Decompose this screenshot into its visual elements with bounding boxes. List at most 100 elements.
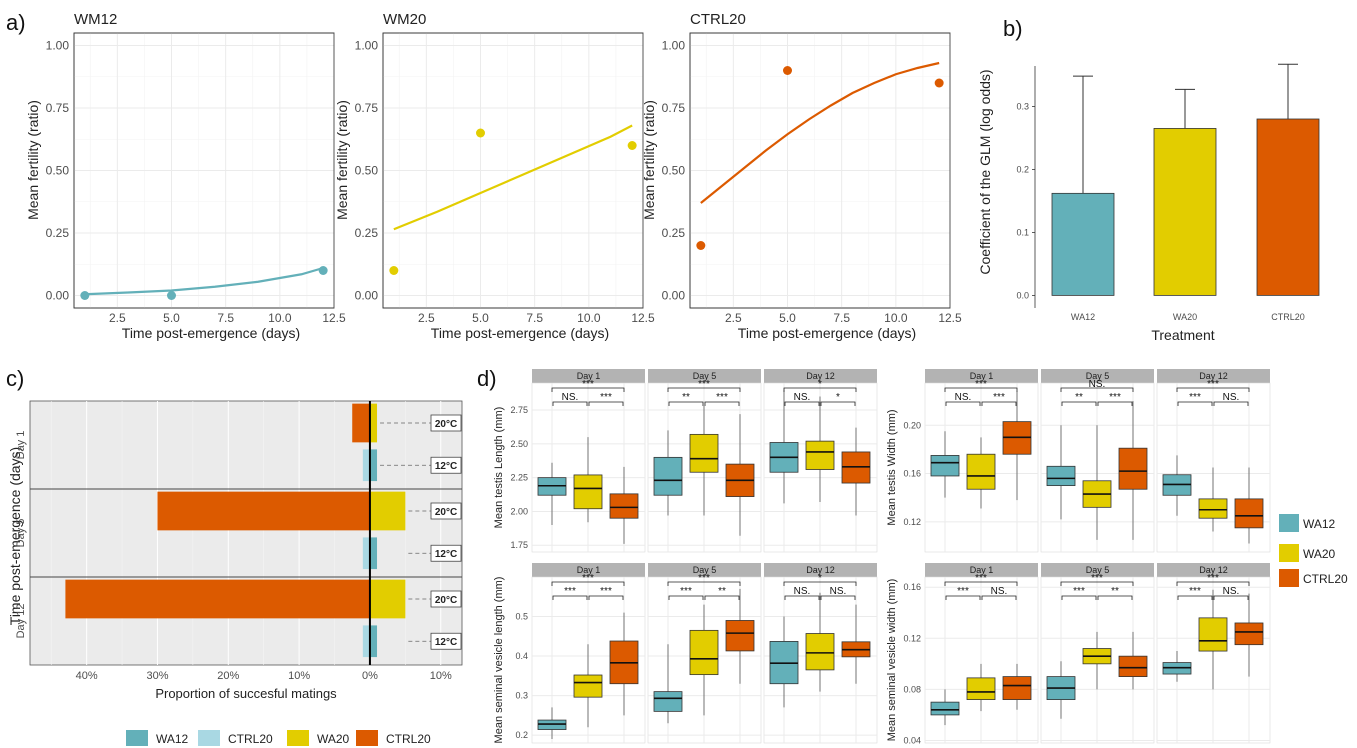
x-tick-label: 10.0 <box>577 311 601 325</box>
box <box>689 433 719 473</box>
y-axis-label: Mean testis Width (mm) <box>886 409 898 525</box>
x-tick-label: 0% <box>362 670 378 682</box>
box <box>1234 622 1264 646</box>
y-axis-label: Mean seminal vesicle width (mm) <box>886 579 898 742</box>
legend-label: CTRL20 <box>228 732 273 746</box>
sig-bracket <box>1097 401 1133 406</box>
temp-label-box <box>430 456 462 474</box>
temp-label: 20°C <box>435 595 457 606</box>
panel-a-letter: a) <box>6 10 26 35</box>
facet-title: Day 12 <box>1199 565 1228 575</box>
panel-c-letter: c) <box>6 366 24 391</box>
legend-label: CTRL20 <box>386 732 431 746</box>
sig-label: NS. <box>562 392 579 403</box>
x-tick-label: 2.5 <box>109 311 126 325</box>
sig-label: ** <box>682 392 690 403</box>
sig-label: ** <box>718 586 726 597</box>
x-tick-label: 12.5 <box>938 311 962 325</box>
facet-title: Day 1 <box>970 565 994 575</box>
bar-ctrl20-light <box>362 537 370 570</box>
y-tick-label: 0.4 <box>515 651 528 661</box>
y-tick-label: 0.12 <box>903 633 921 643</box>
sig-bracket <box>945 401 981 406</box>
y-tick-label: 0.75 <box>662 101 686 115</box>
sig-label: *** <box>582 573 594 584</box>
data-point <box>167 291 176 300</box>
temp-label: 12°C <box>435 549 457 560</box>
facet-strip <box>764 369 877 383</box>
x-tick-label: 10% <box>288 670 310 682</box>
panel-a-title: WM12 <box>74 11 117 28</box>
box <box>805 440 835 470</box>
legend-swatch <box>126 730 148 746</box>
sig-bracket <box>784 401 820 406</box>
box <box>653 456 683 496</box>
x-tick-label: 5.0 <box>779 311 796 325</box>
sig-bracket <box>1061 595 1097 600</box>
panel-a-ctrl20: CTRL20 Mean fertility (ratio) Time post-… <box>641 11 962 341</box>
sig-label: *** <box>716 392 728 403</box>
y-tick-label: 1.75 <box>510 540 528 550</box>
sig-bracket <box>551 581 625 586</box>
y-tick-label: 0.00 <box>662 289 686 303</box>
facet-title: Day 5 <box>693 371 717 381</box>
y-tick-label: 1.00 <box>46 39 70 53</box>
bar-wa12 <box>369 625 378 658</box>
legend-d: WA12 WA20 CTRL20 <box>1279 514 1348 587</box>
facet-title: Day 1 <box>577 565 601 575</box>
sig-label: ** <box>1075 392 1083 403</box>
sig-label: *** <box>1073 586 1085 597</box>
sig-label: NS. <box>1223 586 1240 597</box>
data-point <box>80 291 90 300</box>
sig-label: *** <box>698 573 710 584</box>
sig-bracket <box>944 581 1018 586</box>
panel-d-letter: d) <box>477 366 497 391</box>
sig-bracket <box>1176 581 1250 586</box>
y-axis-label: Mean testis Length (mm) <box>493 407 505 529</box>
fit-line <box>700 61 940 204</box>
box <box>1046 465 1076 487</box>
box <box>966 677 996 700</box>
sig-bracket <box>1213 401 1249 406</box>
plot-area <box>29 400 463 666</box>
legend-label: WA20 <box>1303 547 1336 561</box>
y-tick-label: 0.16 <box>903 469 921 479</box>
legend-swatch <box>1279 544 1299 562</box>
temp-label-box <box>430 544 462 562</box>
facet-label: Day 5 <box>15 519 27 548</box>
facet-strip <box>764 563 877 577</box>
facet-title: Day 12 <box>1199 371 1228 381</box>
legend-c: WA12 CTRL20 WA20 CTRL20 <box>126 730 431 746</box>
y-tick-label: 0.08 <box>903 684 921 694</box>
facet-strip <box>648 369 761 383</box>
x-tick-label: 2.5 <box>725 311 742 325</box>
sig-label: *** <box>993 392 1005 403</box>
facet-strip <box>532 563 645 577</box>
x-tick-label: 2.5 <box>418 311 435 325</box>
box <box>1198 498 1228 519</box>
y-tick-label: 0.2 <box>1016 164 1029 174</box>
sig-label: NS. <box>1089 379 1106 390</box>
panel-b: Coefficient of the GLM (log odds) Treatm… <box>977 63 1320 343</box>
sig-bracket <box>667 387 741 392</box>
x-tick-label: 10.0 <box>884 311 908 325</box>
y-tick-label: 0.75 <box>46 101 70 115</box>
sig-bracket <box>1060 387 1134 392</box>
sig-label: *** <box>600 586 612 597</box>
sig-label: * <box>818 573 822 584</box>
facet-title: Day 12 <box>806 371 835 381</box>
box <box>1118 655 1148 678</box>
facet-title: Day 5 <box>1086 565 1110 575</box>
sig-bracket <box>820 595 856 600</box>
panel-c: Time post-emergence (days) Proportion of… <box>7 400 463 701</box>
y-axis-label: Mean fertility (ratio) <box>25 100 41 220</box>
sig-bracket <box>981 401 1017 406</box>
data-point <box>318 266 328 275</box>
sig-label: *** <box>975 573 987 584</box>
y-tick-label: 0.50 <box>662 164 686 178</box>
legend-label: CTRL20 <box>1303 572 1348 586</box>
x-tick-label: 40% <box>76 670 98 682</box>
bar-wa20 <box>369 403 378 443</box>
box <box>930 701 960 716</box>
temp-label-box <box>430 590 462 608</box>
